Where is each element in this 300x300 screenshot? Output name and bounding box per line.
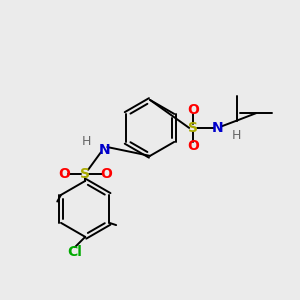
Text: O: O xyxy=(187,139,199,153)
Text: Cl: Cl xyxy=(68,244,82,259)
Text: N: N xyxy=(98,143,110,157)
Text: H: H xyxy=(232,129,242,142)
Text: O: O xyxy=(100,167,112,181)
Text: O: O xyxy=(187,103,199,117)
Text: S: S xyxy=(80,167,90,181)
Text: O: O xyxy=(59,167,70,181)
Text: H: H xyxy=(82,135,92,148)
Text: N: N xyxy=(212,121,224,135)
Text: S: S xyxy=(188,121,198,135)
